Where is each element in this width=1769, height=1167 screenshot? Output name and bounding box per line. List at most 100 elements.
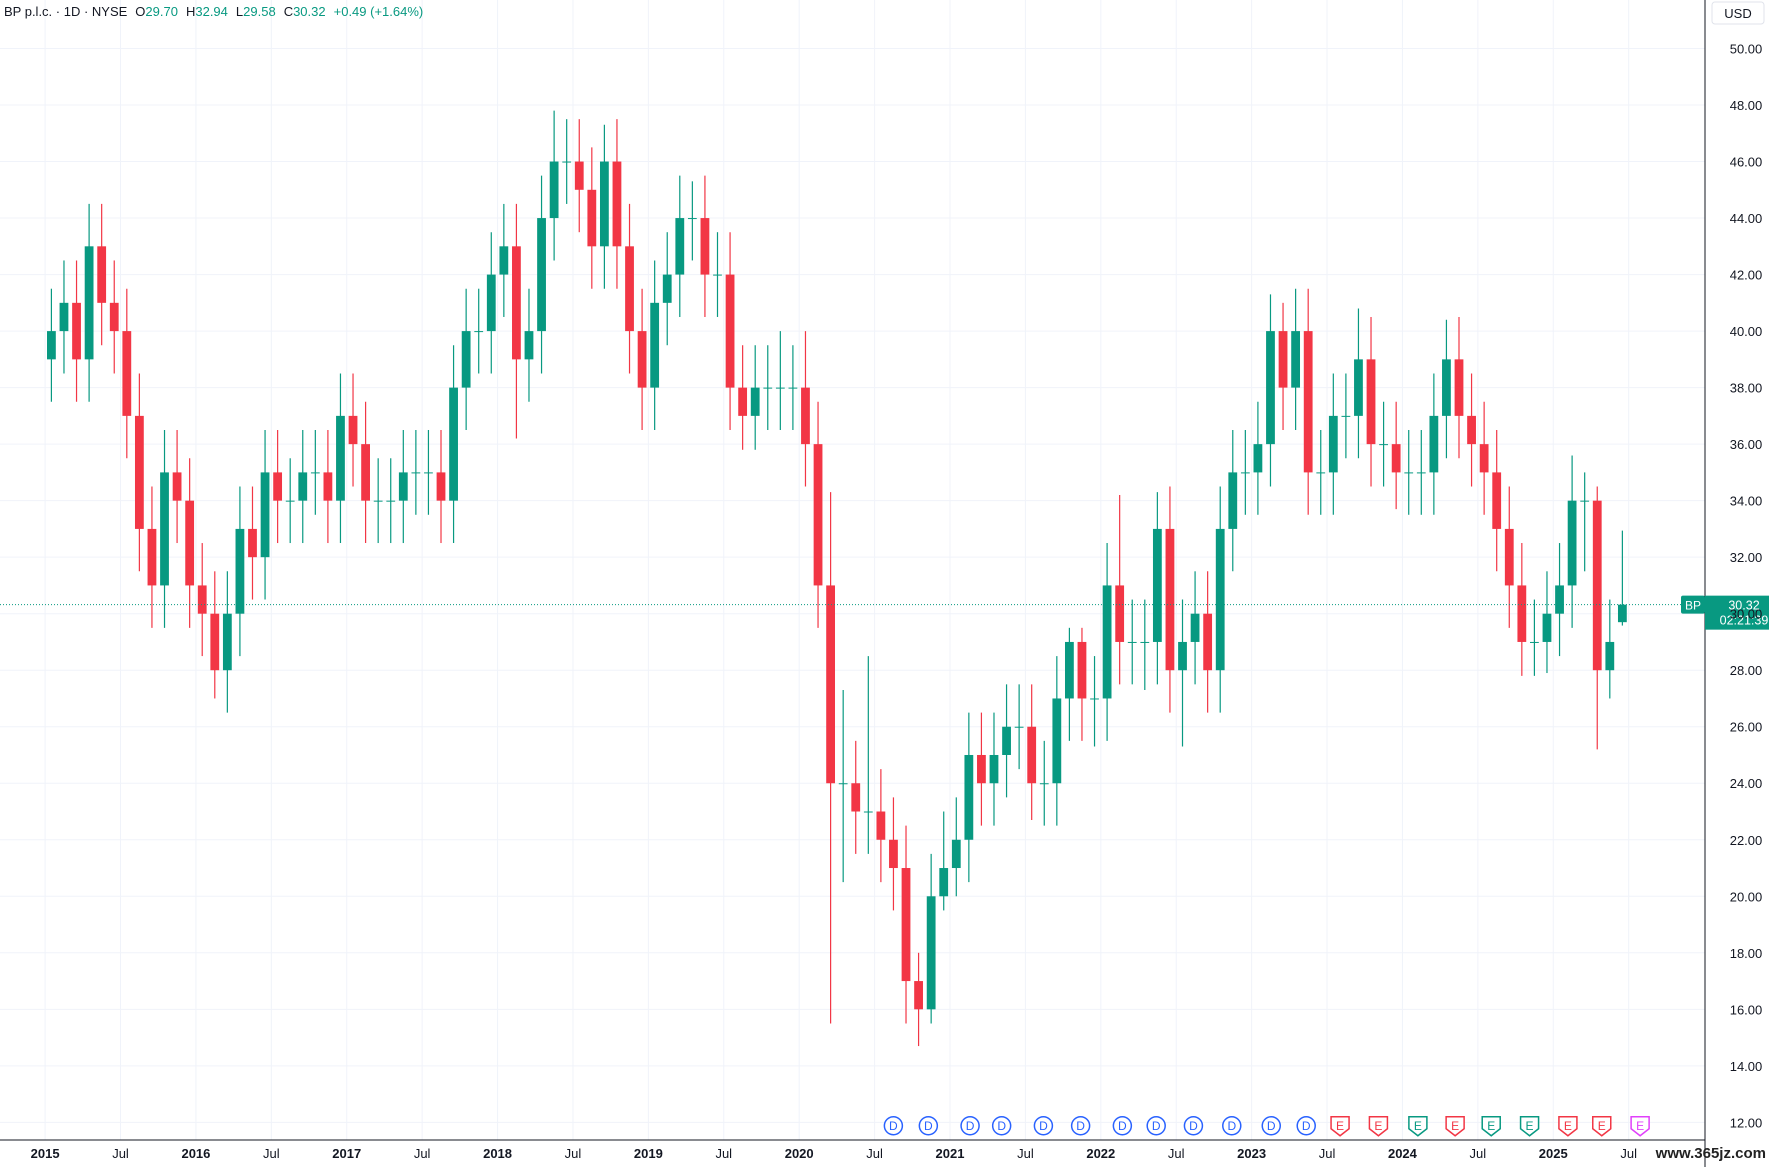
candle-body [1467, 415, 1476, 445]
candle-body [524, 331, 534, 360]
event-label[interactable]: E [1598, 1119, 1606, 1133]
dividend-marker[interactable] [1183, 1115, 1204, 1136]
event-label[interactable]: E [1336, 1119, 1344, 1133]
dividend-marker[interactable] [1146, 1115, 1166, 1136]
candle-body [1064, 641, 1074, 699]
candle-body [1341, 415, 1351, 417]
candle-body [876, 811, 886, 840]
earnings-marker[interactable] [1630, 1115, 1650, 1137]
candle-body [235, 528, 245, 614]
event-label[interactable]: E [1451, 1119, 1459, 1133]
event-label[interactable]: D [924, 1119, 933, 1133]
dividend-marker[interactable] [960, 1115, 980, 1136]
x-tick-label: Jul [1017, 1146, 1034, 1161]
y-tick-label: 28.00 [1730, 663, 1763, 678]
event-label[interactable]: E [1487, 1119, 1495, 1133]
candle-body [1303, 331, 1313, 473]
candle-body [1228, 472, 1238, 529]
x-tick-label: Jul [112, 1146, 129, 1161]
candle-body [348, 415, 358, 445]
dividend-marker[interactable] [1296, 1115, 1316, 1136]
event-label[interactable]: D [1302, 1119, 1311, 1133]
currency[interactable]: USD [1724, 6, 1751, 21]
price-tag-box [1705, 595, 1769, 630]
candle-body [1102, 585, 1112, 699]
event-label[interactable]: E [1564, 1119, 1572, 1133]
earnings-marker[interactable] [1558, 1115, 1578, 1137]
x-tick-label: Jul [866, 1146, 883, 1161]
event-label[interactable]: D [1189, 1119, 1198, 1133]
candle-body [298, 472, 308, 501]
event-label[interactable]: E [1636, 1119, 1644, 1133]
low-label: L [236, 4, 243, 19]
earnings-marker[interactable] [1481, 1115, 1501, 1137]
event-label[interactable]: E [1526, 1119, 1534, 1133]
candle-body [1580, 500, 1590, 502]
event-label[interactable]: D [1118, 1119, 1127, 1133]
candle-body [1253, 444, 1263, 473]
earnings-marker[interactable] [1519, 1115, 1540, 1137]
earnings-marker[interactable] [1445, 1115, 1465, 1137]
earnings-marker[interactable] [1408, 1115, 1428, 1137]
event-label[interactable]: D [1152, 1119, 1161, 1133]
dividend-marker[interactable] [1070, 1115, 1091, 1136]
dividend-marker[interactable] [918, 1115, 939, 1136]
candle-body [1215, 528, 1225, 671]
candle-body [172, 472, 182, 501]
price-tag: 30.32 [1728, 599, 1759, 613]
event-label[interactable]: E [1374, 1119, 1382, 1133]
event-label[interactable]: D [997, 1119, 1006, 1133]
dividend-marker[interactable] [1261, 1115, 1282, 1136]
candle-body [977, 754, 986, 784]
event-label[interactable]: D [1227, 1119, 1236, 1133]
candle-body [612, 161, 622, 247]
x-tick-label: Jul [263, 1146, 280, 1161]
candle-body [1115, 585, 1125, 642]
candle-body [1266, 331, 1275, 445]
candle-body [59, 302, 69, 332]
dividend-marker[interactable] [1222, 1115, 1242, 1136]
candle-body [1027, 726, 1037, 784]
x-tick-label: Jul [1620, 1146, 1637, 1161]
candle-body [398, 472, 408, 501]
dividend-marker[interactable] [1033, 1115, 1054, 1136]
event-label[interactable]: D [889, 1119, 898, 1133]
candle-body [461, 331, 471, 388]
x-tick-label: 2015 [31, 1146, 60, 1161]
earnings-marker[interactable] [1368, 1115, 1389, 1137]
dividend-marker[interactable] [883, 1115, 904, 1136]
candle-body [512, 246, 521, 360]
candle-body [763, 387, 773, 389]
candle-body [1492, 472, 1502, 529]
watermark: www.365jz.com [1655, 1145, 1766, 1162]
y-tick-label: 44.00 [1730, 211, 1763, 226]
candle-body [1416, 472, 1426, 474]
earnings-marker[interactable] [1592, 1115, 1612, 1137]
x-tick-label: Jul [1470, 1146, 1487, 1161]
x-tick-label: Jul [715, 1146, 732, 1161]
candle-body [323, 472, 333, 501]
event-label[interactable]: E [1414, 1119, 1422, 1133]
candle-body [951, 839, 961, 869]
candle-body [72, 302, 81, 360]
candle-body [662, 274, 672, 303]
earnings-marker[interactable] [1330, 1115, 1350, 1137]
event-label[interactable]: D [966, 1119, 975, 1133]
dividend-marker[interactable] [991, 1115, 1012, 1136]
x-tick-label: 2021 [936, 1146, 965, 1161]
candle-body [1391, 444, 1401, 473]
candle-body [47, 331, 56, 360]
x-tick-label: Jul [1168, 1146, 1185, 1161]
candle-body [964, 754, 974, 840]
dividend-marker[interactable] [1112, 1115, 1133, 1136]
currency-box[interactable] [1711, 1, 1765, 25]
x-tick-label: Jul [1319, 1146, 1336, 1161]
event-label[interactable]: D [1039, 1119, 1048, 1133]
event-label[interactable]: D [1076, 1119, 1085, 1133]
candle-body [1605, 641, 1615, 671]
event-label[interactable]: D [1267, 1119, 1276, 1133]
candle-body [851, 783, 861, 812]
candle-body [675, 218, 685, 275]
candle-body [499, 246, 509, 275]
